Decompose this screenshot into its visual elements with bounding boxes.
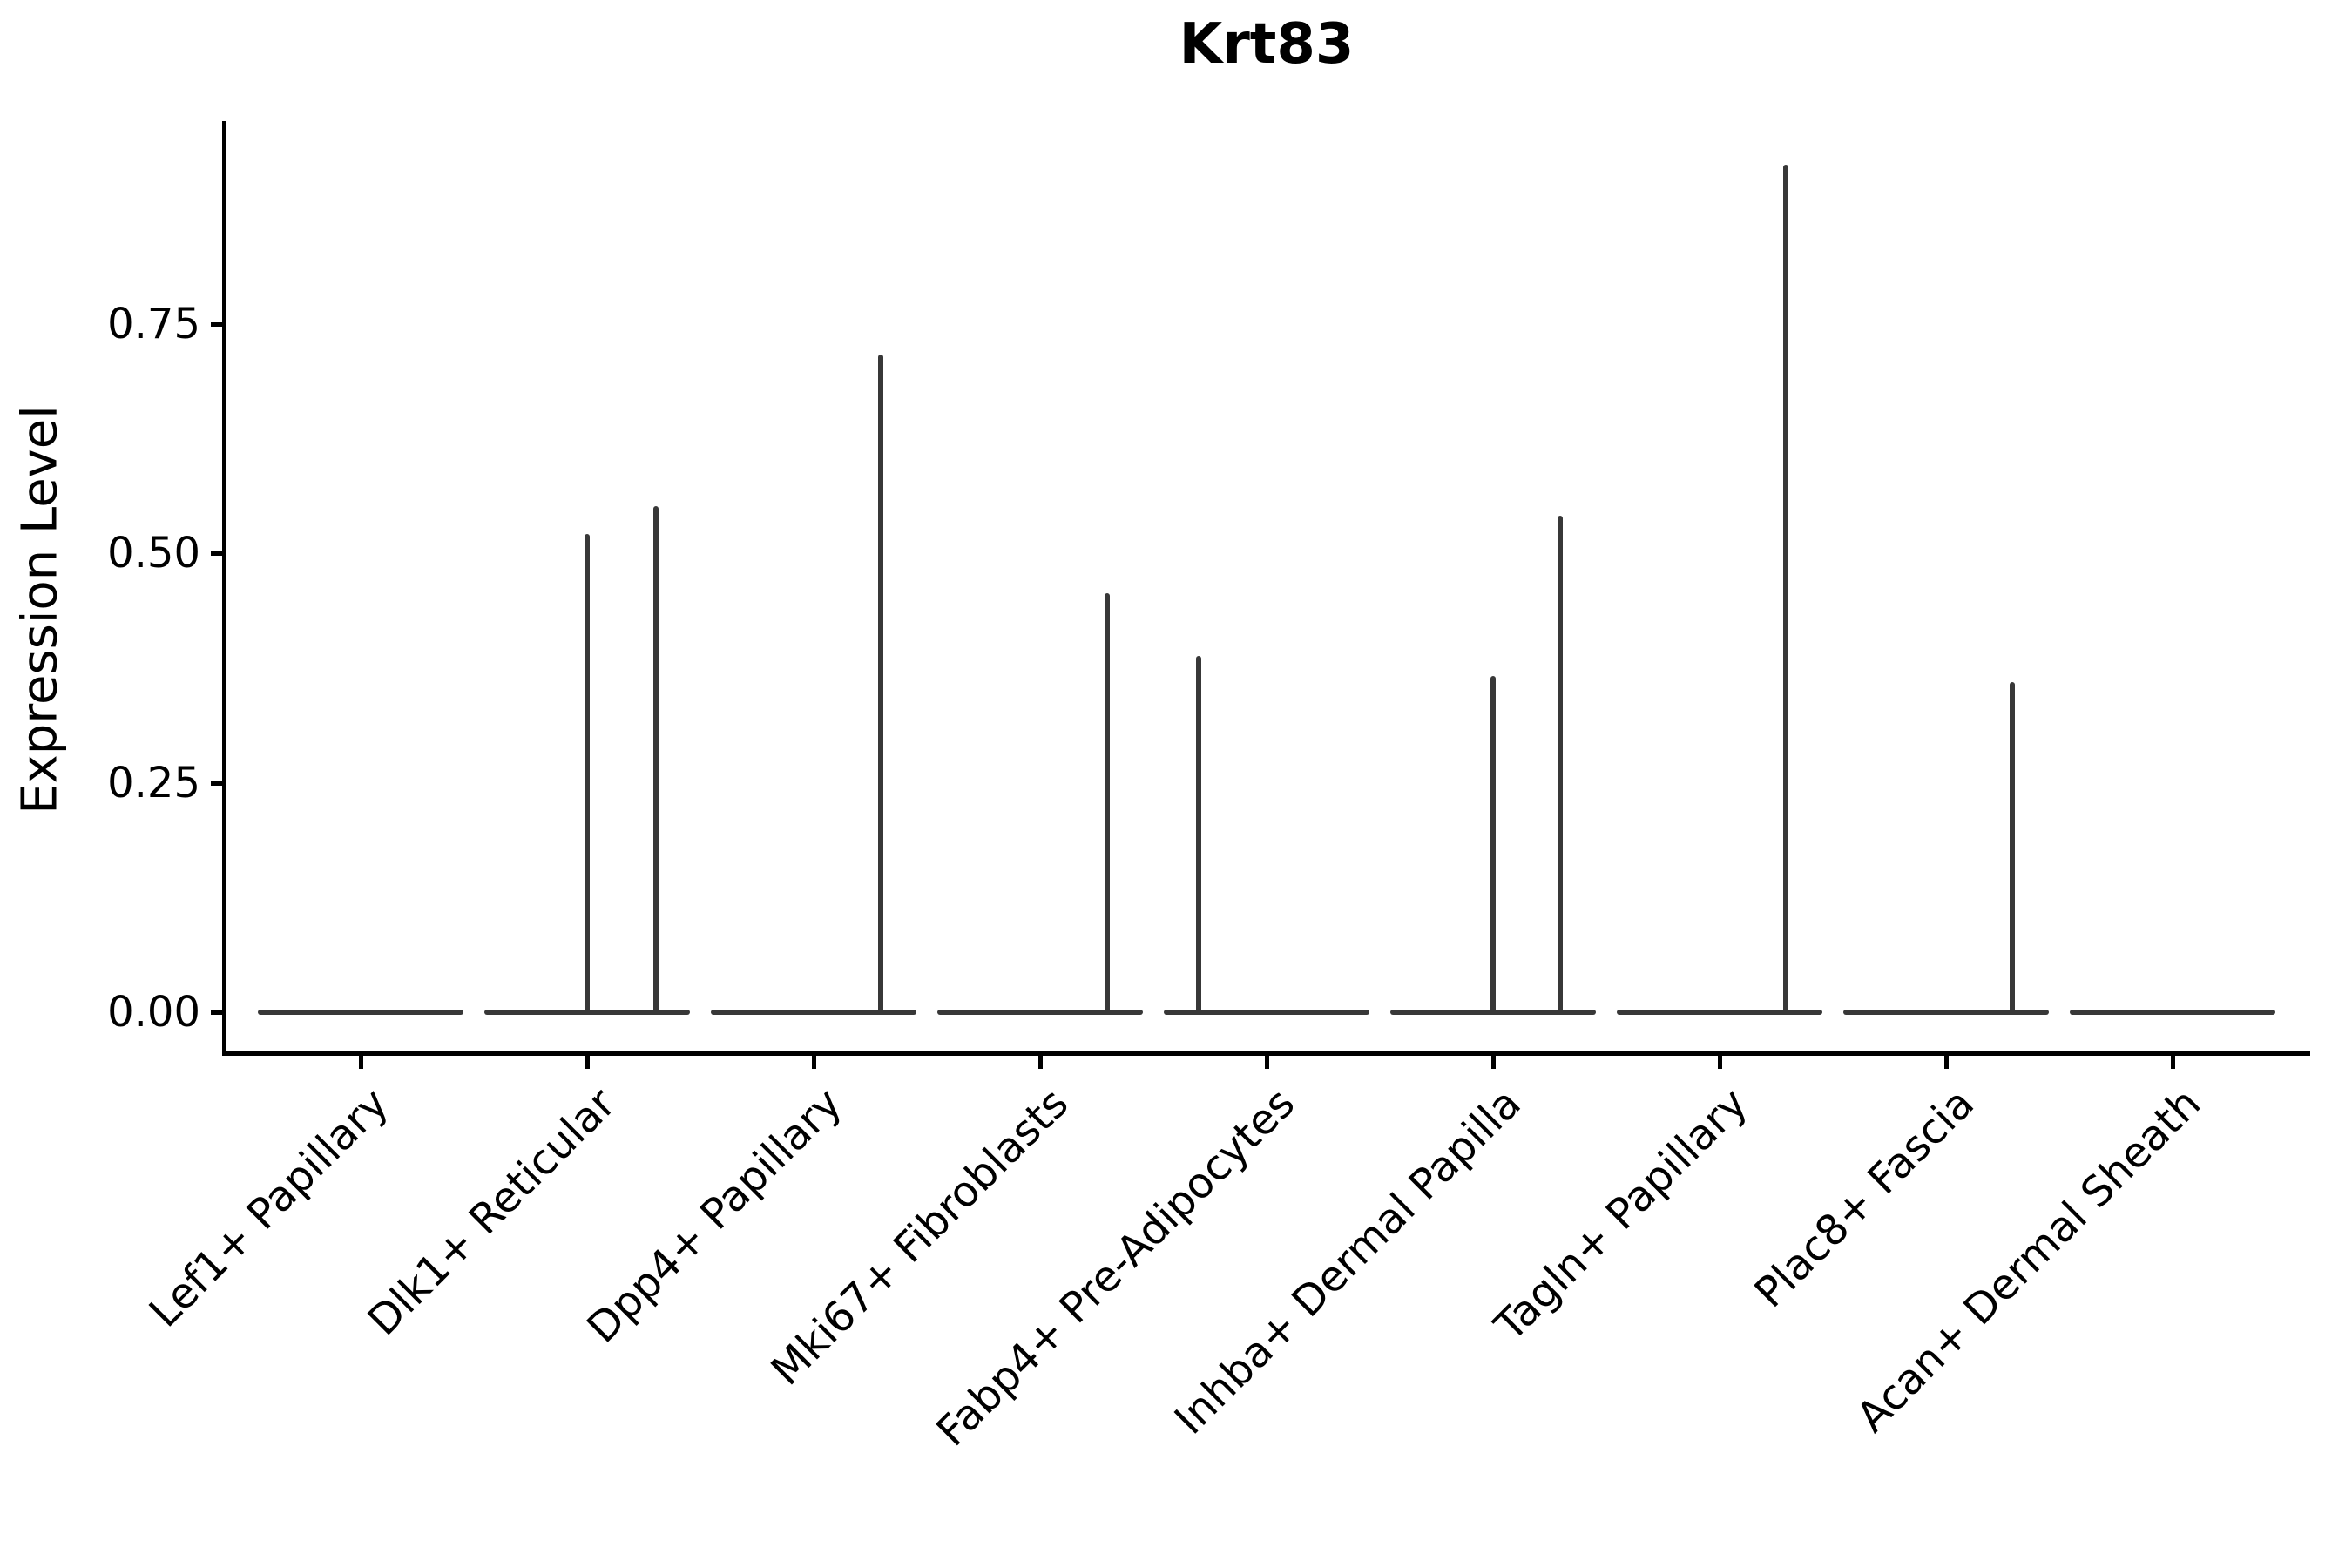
violin-spike — [1104, 592, 1110, 1012]
chart-title: Krt83 — [1179, 12, 1355, 77]
y-tick-label: 0.00 — [107, 988, 200, 1037]
x-tick-mark — [1038, 1056, 1043, 1069]
violin-baseline — [484, 1010, 690, 1015]
violin-baseline — [258, 1010, 463, 1015]
violin-baseline — [1164, 1010, 1369, 1015]
y-tick-label: 0.25 — [107, 758, 200, 808]
violin-spike — [1490, 676, 1496, 1012]
x-tick-mark — [812, 1056, 816, 1069]
x-tick-mark — [359, 1056, 363, 1069]
y-tick-mark — [211, 322, 225, 327]
violin-spike — [1196, 656, 1201, 1012]
x-tick-label: Plac8+ Fascia — [1745, 1078, 1984, 1318]
violin-spike — [877, 354, 883, 1012]
y-tick-mark — [211, 551, 225, 557]
y-axis-spine — [222, 121, 226, 1056]
violin-baseline — [711, 1010, 916, 1015]
violin-spike — [2009, 681, 2015, 1012]
violin-spike — [653, 505, 659, 1012]
x-tick-mark — [1718, 1056, 1722, 1069]
y-axis-label: Expression Level — [11, 405, 69, 814]
violin-baseline — [1390, 1010, 1596, 1015]
x-tick-label: Dpp4+ Papillary — [578, 1078, 852, 1353]
violin-spike — [1557, 516, 1563, 1012]
violin-baseline — [2070, 1010, 2275, 1015]
x-tick-mark — [585, 1056, 590, 1069]
x-tick-mark — [1491, 1056, 1496, 1069]
x-tick-label: Dlk1+ Reticular — [358, 1078, 625, 1346]
violin-baseline — [1617, 1010, 1822, 1015]
violin-spike — [585, 534, 590, 1012]
violin-baseline — [1843, 1010, 2049, 1015]
y-tick-mark — [211, 1010, 225, 1015]
x-tick-mark — [2171, 1056, 2175, 1069]
violin-spike — [1782, 164, 1788, 1012]
x-tick-label: Tagln+ Papillary — [1485, 1078, 1758, 1351]
x-tick-mark — [1265, 1056, 1269, 1069]
violin-baseline — [937, 1010, 1143, 1015]
x-tick-mark — [1944, 1056, 1949, 1069]
x-tick-label: Lef1+ Papillary — [140, 1078, 399, 1337]
y-tick-label: 0.50 — [107, 529, 200, 578]
y-tick-mark — [211, 781, 225, 786]
x-axis-spine — [222, 1051, 2310, 1056]
y-tick-label: 0.75 — [107, 300, 200, 348]
